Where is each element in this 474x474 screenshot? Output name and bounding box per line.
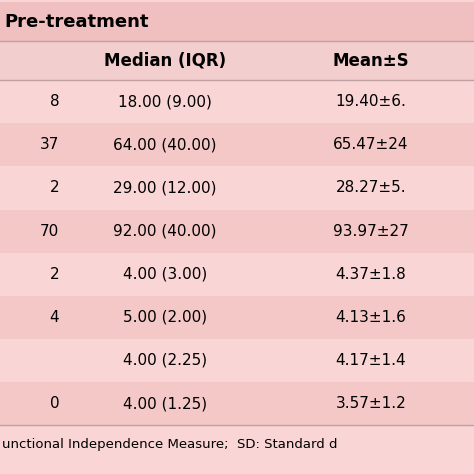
Bar <box>0 253 474 296</box>
Text: 4.00 (1.25): 4.00 (1.25) <box>123 396 207 411</box>
Bar <box>0 210 474 253</box>
Text: 3.57±1.2: 3.57±1.2 <box>336 396 406 411</box>
Text: 4.00 (3.00): 4.00 (3.00) <box>123 267 207 282</box>
Bar <box>0 382 474 425</box>
Bar <box>0 296 474 339</box>
Text: 92.00 (40.00): 92.00 (40.00) <box>113 224 217 238</box>
Text: 4.37±1.8: 4.37±1.8 <box>336 267 406 282</box>
Bar <box>0 80 474 123</box>
Text: 28.27±5.: 28.27±5. <box>336 181 406 195</box>
Text: 4.00 (2.25): 4.00 (2.25) <box>123 353 207 368</box>
Text: 37: 37 <box>40 137 59 152</box>
Text: 0: 0 <box>50 396 59 411</box>
Text: Median (IQR): Median (IQR) <box>104 52 226 70</box>
Bar <box>0 166 474 210</box>
Text: 8: 8 <box>50 94 59 109</box>
Text: 2: 2 <box>50 267 59 282</box>
Text: Pre-treatment: Pre-treatment <box>5 13 149 31</box>
Text: 4.13±1.6: 4.13±1.6 <box>336 310 406 325</box>
Text: 70: 70 <box>40 224 59 238</box>
Text: 18.00 (9.00): 18.00 (9.00) <box>118 94 212 109</box>
Text: 2: 2 <box>50 181 59 195</box>
Text: 5.00 (2.00): 5.00 (2.00) <box>123 310 207 325</box>
Text: 4.17±1.4: 4.17±1.4 <box>336 353 406 368</box>
Bar <box>0 41 474 80</box>
Bar <box>0 339 474 382</box>
Bar <box>0 123 474 166</box>
Bar <box>0 2 474 41</box>
Text: 65.47±24: 65.47±24 <box>333 137 409 152</box>
Text: 64.00 (40.00): 64.00 (40.00) <box>113 137 217 152</box>
Text: 19.40±6.: 19.40±6. <box>336 94 406 109</box>
Text: 29.00 (12.00): 29.00 (12.00) <box>113 181 217 195</box>
Text: 4: 4 <box>50 310 59 325</box>
Text: 93.97±27: 93.97±27 <box>333 224 409 238</box>
Text: unctional Independence Measure;  SD: Standard d: unctional Independence Measure; SD: Stan… <box>2 438 338 451</box>
Text: Mean±S: Mean±S <box>333 52 409 70</box>
